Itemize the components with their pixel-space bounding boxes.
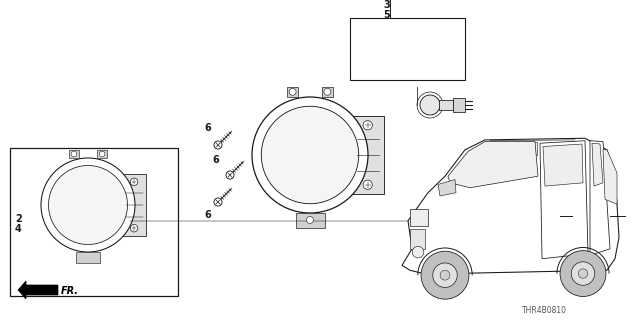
Bar	[321, 86, 333, 97]
Circle shape	[252, 97, 368, 213]
Bar	[352, 116, 383, 194]
Circle shape	[440, 270, 450, 280]
Circle shape	[420, 95, 440, 115]
Polygon shape	[438, 180, 456, 196]
Text: 4: 4	[15, 224, 22, 234]
Bar	[10, 148, 178, 296]
Circle shape	[289, 88, 296, 95]
Bar	[76, 252, 100, 263]
Circle shape	[71, 151, 77, 157]
Circle shape	[324, 88, 331, 95]
Circle shape	[363, 180, 372, 189]
Text: 3: 3	[383, 0, 390, 10]
Polygon shape	[448, 141, 538, 188]
Bar	[410, 229, 425, 249]
Circle shape	[131, 178, 138, 186]
Bar	[122, 174, 147, 236]
Circle shape	[41, 158, 135, 252]
Bar	[410, 209, 428, 226]
Circle shape	[572, 262, 595, 285]
Text: 6: 6	[212, 155, 219, 165]
Text: FR.: FR.	[61, 286, 79, 296]
Polygon shape	[590, 141, 610, 255]
Circle shape	[214, 198, 222, 206]
Bar	[350, 18, 465, 80]
Bar	[439, 100, 453, 110]
Circle shape	[412, 246, 424, 258]
Circle shape	[261, 106, 359, 204]
Bar	[453, 98, 465, 112]
Circle shape	[99, 151, 105, 157]
Bar	[69, 150, 79, 158]
Circle shape	[560, 251, 606, 297]
Bar	[97, 150, 107, 158]
Text: 6: 6	[204, 123, 211, 133]
Circle shape	[433, 263, 457, 287]
Circle shape	[363, 121, 372, 130]
Bar	[296, 213, 324, 228]
Circle shape	[307, 216, 314, 223]
Circle shape	[214, 141, 222, 149]
Polygon shape	[592, 143, 603, 186]
Polygon shape	[402, 138, 619, 275]
Circle shape	[579, 269, 588, 278]
Text: THR4B0810: THR4B0810	[522, 306, 567, 315]
Polygon shape	[540, 141, 588, 259]
Text: 6: 6	[204, 210, 211, 220]
Circle shape	[226, 171, 234, 179]
Text: 5: 5	[383, 10, 390, 20]
Polygon shape	[603, 150, 617, 204]
Text: 2: 2	[15, 214, 22, 224]
Circle shape	[49, 165, 127, 244]
Circle shape	[421, 251, 469, 299]
Bar	[495, 141, 538, 155]
Bar	[287, 86, 298, 97]
Circle shape	[131, 224, 138, 232]
Polygon shape	[543, 144, 583, 186]
Polygon shape	[18, 281, 58, 299]
